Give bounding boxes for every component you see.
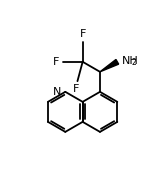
Text: F: F [80,29,86,39]
Text: NH: NH [122,56,139,66]
Text: N: N [53,87,61,97]
Text: 2: 2 [131,58,136,67]
Text: F: F [73,84,79,94]
Text: F: F [53,57,60,67]
Polygon shape [100,59,119,72]
